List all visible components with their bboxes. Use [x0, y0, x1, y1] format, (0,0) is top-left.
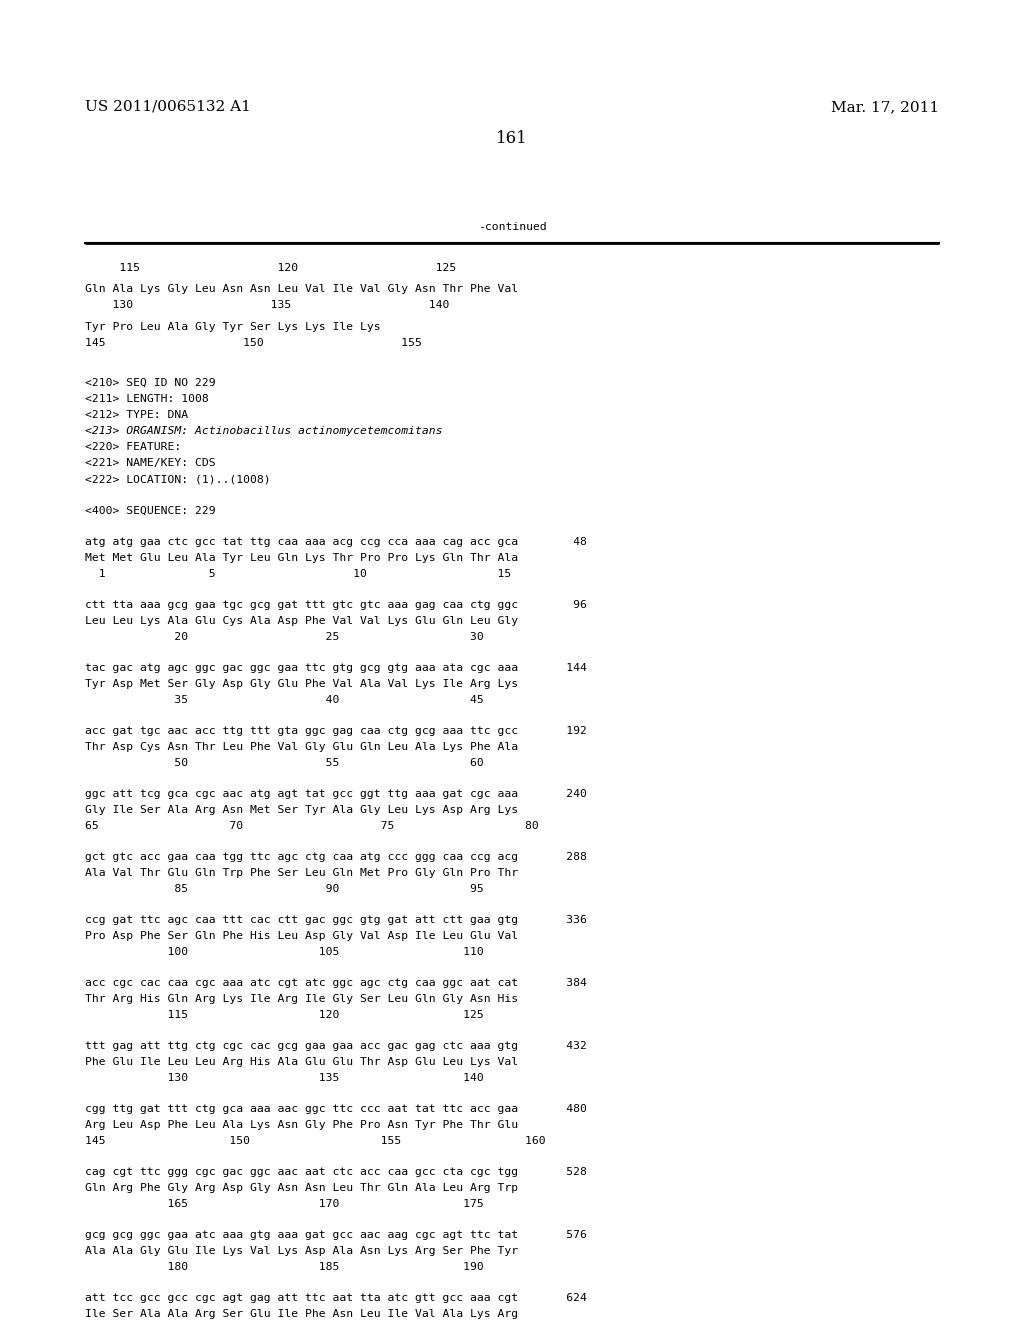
Text: cag cgt ttc ggg cgc gac ggc aac aat ctc acc caa gcc cta cgc tgg       528: cag cgt ttc ggg cgc gac ggc aac aat ctc …	[85, 1167, 587, 1177]
Text: 1               5                    10                   15: 1 5 10 15	[85, 569, 511, 579]
Text: Arg Leu Asp Phe Leu Ala Lys Asn Gly Phe Pro Asn Tyr Phe Thr Glu: Arg Leu Asp Phe Leu Ala Lys Asn Gly Phe …	[85, 1119, 518, 1130]
Text: Ile Ser Ala Ala Arg Ser Glu Ile Phe Asn Leu Ile Val Ala Lys Arg: Ile Ser Ala Ala Arg Ser Glu Ile Phe Asn …	[85, 1309, 518, 1319]
Text: 130                   135                  140: 130 135 140	[85, 1073, 483, 1082]
Text: <220> FEATURE:: <220> FEATURE:	[85, 442, 181, 451]
Text: 85                    90                   95: 85 90 95	[85, 884, 483, 894]
Text: <213> ORGANISM: Actinobacillus actinomycetemcomitans: <213> ORGANISM: Actinobacillus actinomyc…	[85, 426, 442, 436]
Text: Tyr Asp Met Ser Gly Asp Gly Glu Phe Val Ala Val Lys Ile Arg Lys: Tyr Asp Met Ser Gly Asp Gly Glu Phe Val …	[85, 678, 518, 689]
Text: 145                  150                   155                  160: 145 150 155 160	[85, 1137, 546, 1146]
Text: ctt tta aaa gcg gaa tgc gcg gat ttt gtc gtc aaa gag caa ctg ggc        96: ctt tta aaa gcg gaa tgc gcg gat ttt gtc …	[85, 601, 587, 610]
Text: ttt gag att ttg ctg cgc cac gcg gaa gaa acc gac gag ctc aaa gtg       432: ttt gag att ttg ctg cgc cac gcg gaa gaa …	[85, 1041, 587, 1051]
Text: ggc att tcg gca cgc aac atg agt tat gcc ggt ttg aaa gat cgc aaa       240: ggc att tcg gca cgc aac atg agt tat gcc …	[85, 789, 587, 799]
Text: gct gtc acc gaa caa tgg ttc agc ctg caa atg ccc ggg caa ccg acg       288: gct gtc acc gaa caa tgg ttc agc ctg caa …	[85, 851, 587, 862]
Text: Thr Asp Cys Asn Thr Leu Phe Val Gly Glu Gln Leu Ala Lys Phe Ala: Thr Asp Cys Asn Thr Leu Phe Val Gly Glu …	[85, 742, 518, 752]
Text: 115                    120                    125: 115 120 125	[85, 263, 457, 273]
Text: <211> LENGTH: 1008: <211> LENGTH: 1008	[85, 393, 209, 404]
Text: acc gat tgc aac acc ttg ttt gta ggc gag caa ctg gcg aaa ttc gcc       192: acc gat tgc aac acc ttg ttt gta ggc gag …	[85, 726, 587, 737]
Text: Ala Ala Gly Glu Ile Lys Val Lys Asp Ala Asn Lys Arg Ser Phe Tyr: Ala Ala Gly Glu Ile Lys Val Lys Asp Ala …	[85, 1246, 518, 1257]
Text: <221> NAME/KEY: CDS: <221> NAME/KEY: CDS	[85, 458, 216, 469]
Text: gcg gcg ggc gaa atc aaa gtg aaa gat gcc aac aag cgc agt ttc tat       576: gcg gcg ggc gaa atc aaa gtg aaa gat gcc …	[85, 1230, 587, 1239]
Text: tac gac atg agc ggc gac ggc gaa ttc gtg gcg gtg aaa ata cgc aaa       144: tac gac atg agc ggc gac ggc gaa ttc gtg …	[85, 663, 587, 673]
Text: <222> LOCATION: (1)..(1008): <222> LOCATION: (1)..(1008)	[85, 474, 270, 484]
Text: att tcc gcc gcc cgc agt gag att ttc aat tta atc gtt gcc aaa cgt       624: att tcc gcc gcc cgc agt gag att ttc aat …	[85, 1294, 587, 1303]
Text: -continued: -continued	[477, 222, 547, 232]
Text: 35                    40                   45: 35 40 45	[85, 696, 483, 705]
Text: Thr Arg His Gln Arg Lys Ile Arg Ile Gly Ser Leu Gln Gly Asn His: Thr Arg His Gln Arg Lys Ile Arg Ile Gly …	[85, 994, 518, 1005]
Text: ccg gat ttc agc caa ttt cac ctt gac ggc gtg gat att ctt gaa gtg       336: ccg gat ttc agc caa ttt cac ctt gac ggc …	[85, 915, 587, 925]
Text: cgg ttg gat ttt ctg gca aaa aac ggc ttc ccc aat tat ttc acc gaa       480: cgg ttg gat ttt ctg gca aaa aac ggc ttc …	[85, 1104, 587, 1114]
Text: 20                    25                   30: 20 25 30	[85, 632, 483, 642]
Text: Ala Val Thr Glu Gln Trp Phe Ser Leu Gln Met Pro Gly Gln Pro Thr: Ala Val Thr Glu Gln Trp Phe Ser Leu Gln …	[85, 869, 518, 878]
Text: <210> SEQ ID NO 229: <210> SEQ ID NO 229	[85, 378, 216, 388]
Text: 161: 161	[496, 129, 528, 147]
Text: Gln Arg Phe Gly Arg Asp Gly Asn Asn Leu Thr Gln Ala Leu Arg Trp: Gln Arg Phe Gly Arg Asp Gly Asn Asn Leu …	[85, 1183, 518, 1193]
Text: Pro Asp Phe Ser Gln Phe His Leu Asp Gly Val Asp Ile Leu Glu Val: Pro Asp Phe Ser Gln Phe His Leu Asp Gly …	[85, 931, 518, 941]
Text: 145                    150                    155: 145 150 155	[85, 338, 422, 348]
Text: Gly Ile Ser Ala Arg Asn Met Ser Tyr Ala Gly Leu Lys Asp Arg Lys: Gly Ile Ser Ala Arg Asn Met Ser Tyr Ala …	[85, 805, 518, 814]
Text: 130                    135                    140: 130 135 140	[85, 300, 450, 310]
Text: Met Met Glu Leu Ala Tyr Leu Gln Lys Thr Pro Pro Lys Gln Thr Ala: Met Met Glu Leu Ala Tyr Leu Gln Lys Thr …	[85, 553, 518, 564]
Text: Mar. 17, 2011: Mar. 17, 2011	[830, 100, 939, 114]
Text: Tyr Pro Leu Ala Gly Tyr Ser Lys Lys Ile Lys: Tyr Pro Leu Ala Gly Tyr Ser Lys Lys Ile …	[85, 322, 381, 333]
Text: <212> TYPE: DNA: <212> TYPE: DNA	[85, 411, 188, 420]
Text: Leu Leu Lys Ala Glu Cys Ala Asp Phe Val Val Lys Glu Gln Leu Gly: Leu Leu Lys Ala Glu Cys Ala Asp Phe Val …	[85, 616, 518, 626]
Text: 100                   105                  110: 100 105 110	[85, 946, 483, 957]
Text: atg atg gaa ctc gcc tat ttg caa aaa acg ccg cca aaa cag acc gca        48: atg atg gaa ctc gcc tat ttg caa aaa acg …	[85, 537, 587, 546]
Text: <400> SEQUENCE: 229: <400> SEQUENCE: 229	[85, 506, 216, 516]
Text: 65                   70                    75                   80: 65 70 75 80	[85, 821, 539, 832]
Text: 165                   170                  175: 165 170 175	[85, 1199, 483, 1209]
Text: acc cgc cac caa cgc aaa atc cgt atc ggc agc ctg caa ggc aat cat       384: acc cgc cac caa cgc aaa atc cgt atc ggc …	[85, 978, 587, 987]
Text: 50                    55                   60: 50 55 60	[85, 758, 483, 768]
Text: Phe Glu Ile Leu Leu Arg His Ala Glu Glu Thr Asp Glu Leu Lys Val: Phe Glu Ile Leu Leu Arg His Ala Glu Glu …	[85, 1057, 518, 1067]
Text: 180                   185                  190: 180 185 190	[85, 1262, 483, 1272]
Text: 115                   120                  125: 115 120 125	[85, 1010, 483, 1020]
Text: US 2011/0065132 A1: US 2011/0065132 A1	[85, 100, 251, 114]
Text: Gln Ala Lys Gly Leu Asn Asn Leu Val Ile Val Gly Asn Thr Phe Val: Gln Ala Lys Gly Leu Asn Asn Leu Val Ile …	[85, 284, 518, 294]
